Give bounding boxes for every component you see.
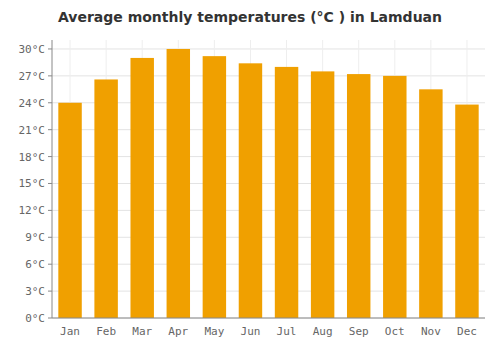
y-tick	[48, 48, 52, 49]
bar	[275, 67, 298, 318]
bar	[419, 89, 442, 318]
y-tick	[48, 183, 52, 184]
x-tick-label: Mar	[132, 325, 152, 338]
y-tick-label: 3°C	[25, 285, 45, 298]
y-tick-label: 12°C	[19, 204, 46, 217]
y-tick-label: 0°C	[25, 312, 45, 325]
x-tick-label: Sep	[349, 325, 369, 338]
bar	[239, 63, 262, 318]
y-tick-label: 6°C	[25, 258, 45, 271]
y-tick	[48, 210, 52, 211]
y-grid-line	[52, 318, 485, 319]
bar	[130, 58, 153, 318]
bar	[203, 56, 226, 318]
x-tick-label: Jan	[60, 325, 80, 338]
y-tick-label: 9°C	[25, 231, 45, 244]
chart-container: Average monthly temperatures (°C ) in La…	[0, 0, 500, 350]
y-tick	[48, 156, 52, 157]
x-tick-label: Nov	[421, 325, 441, 338]
chart-title: Average monthly temperatures (°C ) in La…	[58, 9, 442, 25]
y-grid-line	[52, 75, 485, 76]
x-tick-label: Dec	[457, 325, 477, 338]
x-tick-label: Apr	[168, 325, 188, 338]
y-tick-label: 24°C	[19, 97, 46, 110]
x-tick-label: Jun	[241, 325, 261, 338]
y-tick-label: 27°C	[19, 70, 46, 83]
x-tick-label: Feb	[96, 325, 116, 338]
y-tick-label: 15°C	[19, 177, 46, 190]
y-tick	[48, 237, 52, 238]
y-tick	[48, 264, 52, 265]
bars	[58, 49, 478, 318]
bar	[347, 74, 370, 318]
y-tick	[48, 318, 52, 319]
x-axis: Jan Feb Mar Apr May Jun Jul Aug Sep Oct Nov Dec	[60, 325, 477, 338]
y-tick	[48, 102, 52, 103]
grid	[52, 40, 485, 318]
y-tick-label: 30°C	[19, 43, 46, 56]
bar	[167, 49, 190, 318]
y-tick	[48, 291, 52, 292]
chart-svg: Average monthly temperatures (°C ) in La…	[0, 0, 500, 350]
bar	[383, 76, 406, 318]
x-tick-label: Jul	[277, 325, 297, 338]
bar	[58, 103, 81, 318]
x-tick-label: May	[204, 325, 224, 338]
y-tick-label: 21°C	[19, 124, 46, 137]
x-tick-label: Oct	[385, 325, 405, 338]
x-tick-label: Aug	[313, 325, 333, 338]
bar	[94, 79, 117, 318]
y-tick-label: 18°C	[19, 151, 46, 164]
y-axis-line	[52, 40, 53, 318]
x-axis-line	[52, 318, 485, 319]
bar	[311, 71, 334, 318]
bar	[455, 105, 478, 318]
y-tick	[48, 129, 52, 130]
y-tick	[48, 75, 52, 76]
y-grid-line	[52, 48, 485, 49]
y-axis: 0°C 3°C 6°C 9°C 12°C 15°C 18°C 21°C 24°C 27°C 30°C	[19, 43, 53, 325]
